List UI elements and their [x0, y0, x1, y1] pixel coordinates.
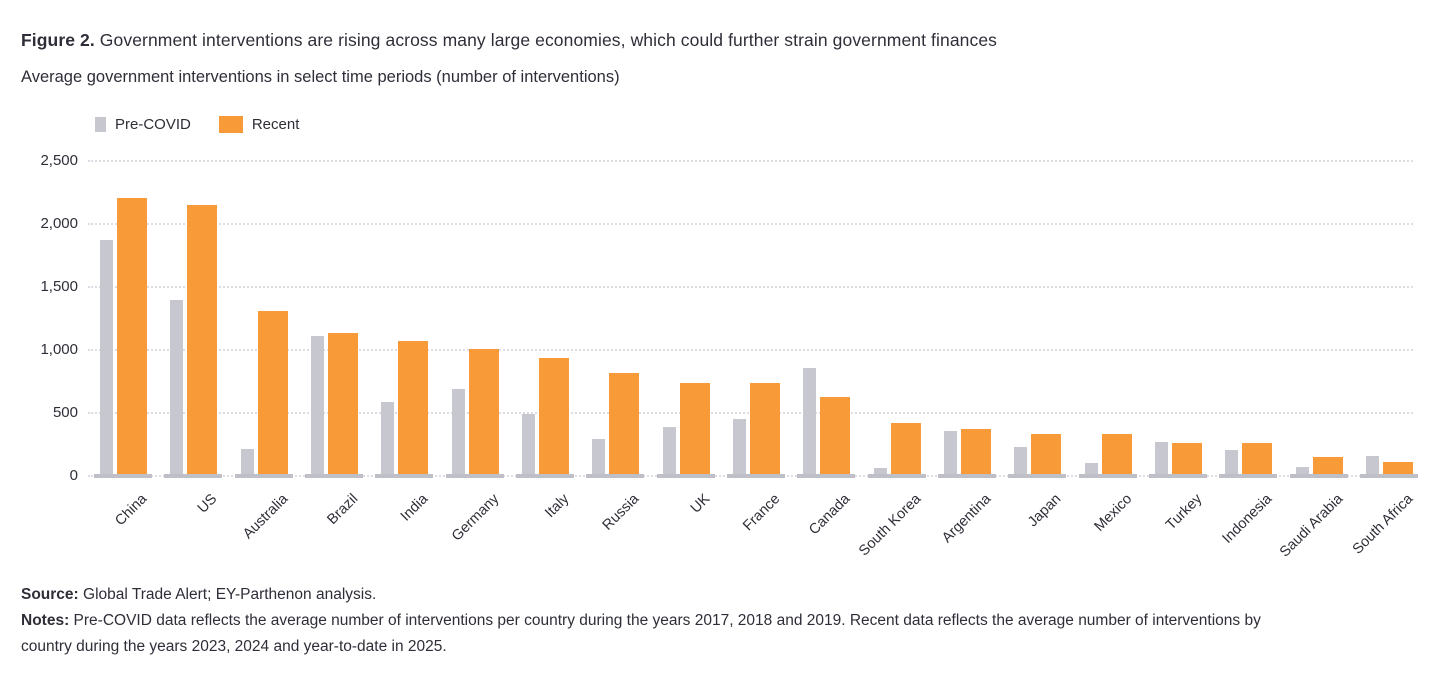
bar-pre-covid-argentina	[944, 430, 957, 476]
gridline-1500	[88, 286, 1413, 288]
baseline-russia	[586, 474, 645, 478]
bar-recent-india	[398, 341, 429, 476]
y-axis-tick-0: 0	[69, 467, 78, 484]
figure-title: Figure 2. Government interventions are r…	[21, 29, 997, 51]
bar-pre-covid-brazil	[311, 335, 324, 476]
source-label: Source:	[21, 586, 79, 603]
y-axis-tick-500: 500	[52, 404, 78, 421]
legend-label-recent: Recent	[251, 116, 300, 133]
baseline-france	[727, 474, 785, 478]
y-axis-tick-2500: 2,500	[40, 152, 78, 169]
bar-recent-uk	[679, 382, 710, 476]
recent-swatch-icon	[218, 116, 243, 133]
baseline-south-korea	[867, 474, 926, 478]
bar-pre-covid-uk	[662, 427, 676, 476]
bar-pre-covid-japan	[1014, 447, 1028, 476]
chart-footer: Source: Global Trade Alert; EY-Parthenon…	[21, 582, 1261, 660]
chart-legend: Pre-COVID Recent	[95, 116, 299, 133]
baseline-china	[94, 474, 152, 478]
baseline-mexico	[1078, 474, 1137, 478]
notes-line-2: country during the years 2023, 2024 and …	[21, 638, 447, 655]
bar-recent-china	[117, 197, 147, 476]
bar-pre-covid-saudi-arabia	[1295, 467, 1309, 476]
baseline-turkey	[1149, 474, 1207, 478]
bar-recent-south-korea	[890, 423, 921, 476]
bar-recent-australia	[257, 310, 288, 476]
bar-recent-canada	[820, 397, 851, 476]
bar-recent-russia	[609, 372, 640, 476]
bar-pre-covid-us	[170, 300, 184, 476]
figure-number-label: Figure 2.	[21, 30, 95, 50]
bar-pre-covid-australia	[240, 448, 254, 476]
bar-pre-covid-south-korea	[873, 468, 887, 476]
bar-recent-mexico	[1101, 434, 1132, 476]
bar-pre-covid-canada	[803, 368, 817, 476]
source-text: Global Trade Alert; EY-Parthenon analysi…	[78, 586, 377, 603]
notes-line-1: Notes: Pre-COVID data reflects the avera…	[21, 608, 1261, 634]
bar-recent-japan	[1031, 433, 1062, 476]
bar-pre-covid-turkey	[1155, 441, 1168, 476]
legend-item-recent: Recent	[218, 116, 300, 133]
bar-pre-covid-italy	[522, 414, 535, 476]
legend-label-pre-covid: Pre-COVID	[115, 116, 191, 133]
bar-recent-saudi-arabia	[1312, 457, 1343, 476]
source-line: Source: Global Trade Alert; EY-Parthenon…	[21, 582, 1261, 608]
bar-recent-germany	[468, 349, 499, 476]
bar-pre-covid-indonesia	[1225, 450, 1239, 476]
bar-recent-france	[750, 382, 780, 476]
gridline-2500	[88, 160, 1413, 162]
baseline-brazil	[305, 474, 363, 478]
y-axis-tick-1000: 1,000	[40, 341, 78, 358]
baseline-saudi-arabia	[1289, 474, 1348, 478]
baseline-uk	[656, 474, 715, 478]
bar-recent-us	[187, 205, 218, 476]
baseline-germany	[445, 474, 504, 478]
figure-title-text: Government interventions are rising acro…	[94, 30, 998, 50]
baseline-south-africa	[1360, 474, 1418, 478]
baseline-japan	[1008, 474, 1067, 478]
gridline-2000	[88, 223, 1413, 225]
bar-pre-covid-india	[381, 401, 395, 476]
bar-recent-argentina	[961, 429, 991, 476]
bar-recent-turkey	[1172, 442, 1202, 476]
baseline-india	[375, 474, 434, 478]
legend-item-pre-covid: Pre-COVID	[95, 116, 191, 133]
baseline-us	[164, 474, 223, 478]
bar-pre-covid-south-africa	[1366, 456, 1379, 476]
baseline-canada	[797, 474, 856, 478]
bar-pre-covid-russia	[592, 439, 606, 476]
notes-text-1: Pre-COVID data reflects the average numb…	[69, 612, 1261, 629]
baseline-argentina	[938, 474, 996, 478]
bar-pre-covid-china	[100, 239, 113, 476]
notes-label: Notes:	[21, 612, 70, 629]
gridline-1000	[88, 349, 1413, 351]
pre-covid-swatch-icon	[95, 117, 106, 132]
baseline-italy	[516, 474, 574, 478]
bar-recent-indonesia	[1242, 443, 1273, 476]
chart-subtitle: Average government interventions in sele…	[21, 68, 620, 86]
bar-recent-italy	[539, 358, 569, 476]
bar-recent-brazil	[328, 332, 358, 476]
y-axis-tick-2000: 2,000	[40, 215, 78, 232]
y-axis-tick-1500: 1,500	[40, 278, 78, 295]
bar-pre-covid-france	[733, 419, 746, 476]
baseline-australia	[234, 474, 293, 478]
bar-recent-south-africa	[1383, 462, 1413, 476]
bar-pre-covid-mexico	[1084, 463, 1098, 476]
bar-pre-covid-germany	[451, 389, 465, 476]
baseline-indonesia	[1219, 474, 1278, 478]
